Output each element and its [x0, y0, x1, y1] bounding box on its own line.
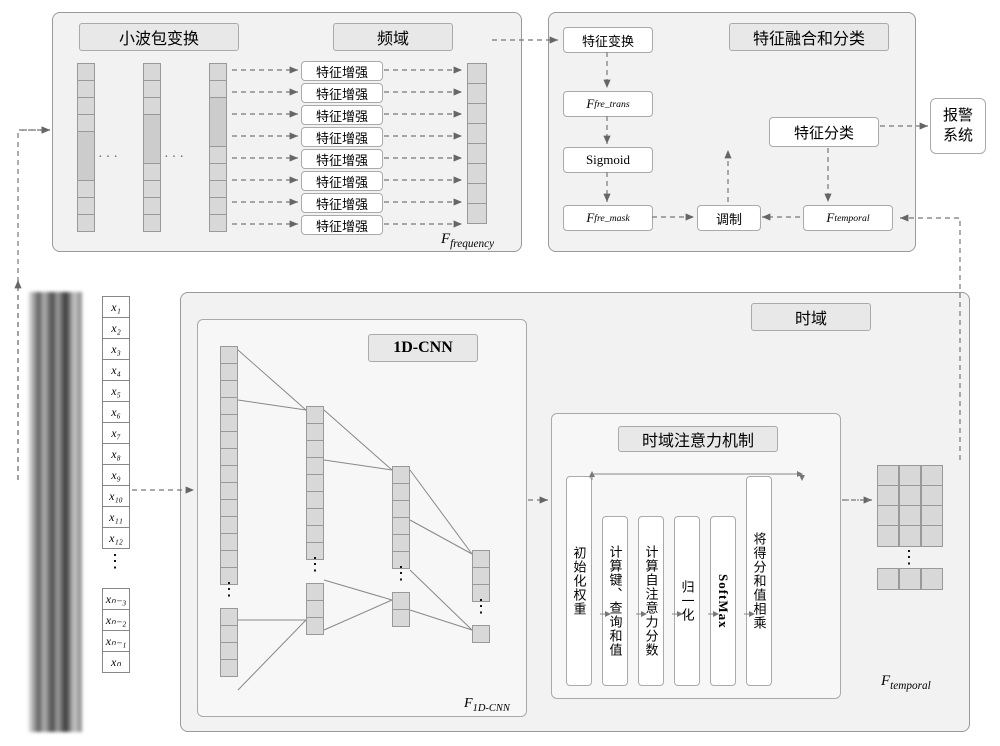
alarm-line2: 系统 [943, 126, 973, 146]
att-title: 时域注意力机制 [618, 426, 778, 452]
x-cell: xₙ [102, 651, 130, 673]
enh-box: 特征增强 [301, 61, 383, 81]
att-step: 初始化权重 [566, 476, 592, 686]
att-step: SoftMax [710, 516, 736, 686]
cnn-col-1: ⋮ [220, 346, 240, 676]
enh-box: 特征增强 [301, 105, 383, 125]
temporal-panel: 时域 1D-CNN ⋮ ⋮ ⋮ ⋮ F1D-CNN [180, 292, 970, 732]
wavelet-col-2 [143, 63, 161, 231]
dots-wavelet-2: ··· [164, 150, 187, 166]
att-step: 计算键、查询和值 [602, 516, 628, 686]
x-cell: x₇ [102, 422, 130, 444]
x-cell: xₙ₋₃ [102, 588, 130, 610]
enh-list: 特征增强 特征增强 特征增强 特征增强 特征增强 特征增强 特征增强 特征增强 [301, 61, 383, 235]
x-cell: x₉ [102, 464, 130, 486]
x-cell: x₆ [102, 401, 130, 423]
x-cell: x₁₀ [102, 485, 130, 507]
enh-box: 特征增强 [301, 127, 383, 147]
freq-panel: 小波包变换 频域 特征增强 特征增强 特征增强 特征增强 特征增强 特征增强 特… [52, 12, 522, 252]
cnn-col-2: ⋮ [306, 406, 326, 634]
att-step: 将得分和值相乘 [746, 476, 772, 686]
x-vector: x₁ x₂ x₃ x₄ x₅ x₆ x₇ x₈ x₉ x₁₀ x₁₁ x₁₂ ⋮… [102, 296, 130, 672]
cnn-col-3: ⋮ [392, 466, 412, 626]
cnn-title: 1D-CNN [368, 334, 478, 362]
alarm-line1: 报警 [943, 106, 973, 126]
attention-subpanel: 时域注意力机制 初始化权重 计算键、查询和值 计算自注意力分数 归一化 Soft… [551, 413, 841, 699]
att-step: 计算自注意力分数 [638, 516, 664, 686]
wavelet-title: 小波包变换 [79, 23, 239, 51]
freq-title: 频域 [333, 23, 453, 51]
x-vdots: ⋮ [102, 548, 130, 588]
x-cell: x₄ [102, 359, 130, 381]
waterfall-image [28, 292, 82, 732]
f-fre-trans-box: Ffre_trans [563, 91, 653, 117]
x-cell: x₁ [102, 296, 130, 318]
freq-out-label: Ffrequency [441, 231, 494, 250]
enh-box: 特征增强 [301, 215, 383, 235]
temporal-title: 时域 [751, 303, 871, 331]
alarm-box: 报警 系统 [930, 98, 986, 154]
x-cell: x₁₁ [102, 506, 130, 528]
x-cell: x₂ [102, 317, 130, 339]
enh-box: 特征增强 [301, 193, 383, 213]
x-cell: x₁₂ [102, 527, 130, 549]
temporal-out: ⋮ [877, 465, 943, 589]
att-steps-row: 初始化权重 计算键、查询和值 计算自注意力分数 归一化 SoftMax 将得分和… [566, 470, 772, 686]
wavelet-col-1 [77, 63, 95, 231]
cnn-subpanel: 1D-CNN ⋮ ⋮ ⋮ ⋮ F1D-CNN [197, 319, 527, 717]
feat-trans-box: 特征变换 [563, 27, 653, 53]
x-cell: x₅ [102, 380, 130, 402]
f-temporal-box: Ftemporal [803, 205, 893, 231]
x-cell: x₃ [102, 338, 130, 360]
enh-box: 特征增强 [301, 149, 383, 169]
dots-wavelet-1: ··· [98, 150, 121, 166]
freq-out-col [467, 63, 487, 223]
fusion-title: 特征融合和分类 [729, 23, 889, 51]
modulate-box: 调制 [697, 205, 761, 231]
fusion-panel: 特征融合和分类 特征变换 Ffre_trans Sigmoid Ffre_mas… [548, 12, 916, 252]
cnn-col-4: ⋮ [472, 550, 492, 642]
cnn-out-label: F1D-CNN [464, 696, 510, 714]
att-step: 归一化 [674, 516, 700, 686]
classify-box: 特征分类 [769, 117, 879, 147]
wavelet-col-3 [209, 63, 227, 231]
x-cell: x₈ [102, 443, 130, 465]
f-fre-mask-box: Ffre_mask [563, 205, 653, 231]
enh-box: 特征增强 [301, 171, 383, 191]
x-cell: xₙ₋₁ [102, 630, 130, 652]
enh-box: 特征增强 [301, 83, 383, 103]
x-cell: xₙ₋₂ [102, 609, 130, 631]
sigmoid-box: Sigmoid [563, 147, 653, 173]
temporal-out-label: Ftemporal [881, 673, 931, 692]
cnn-lines [198, 320, 528, 718]
